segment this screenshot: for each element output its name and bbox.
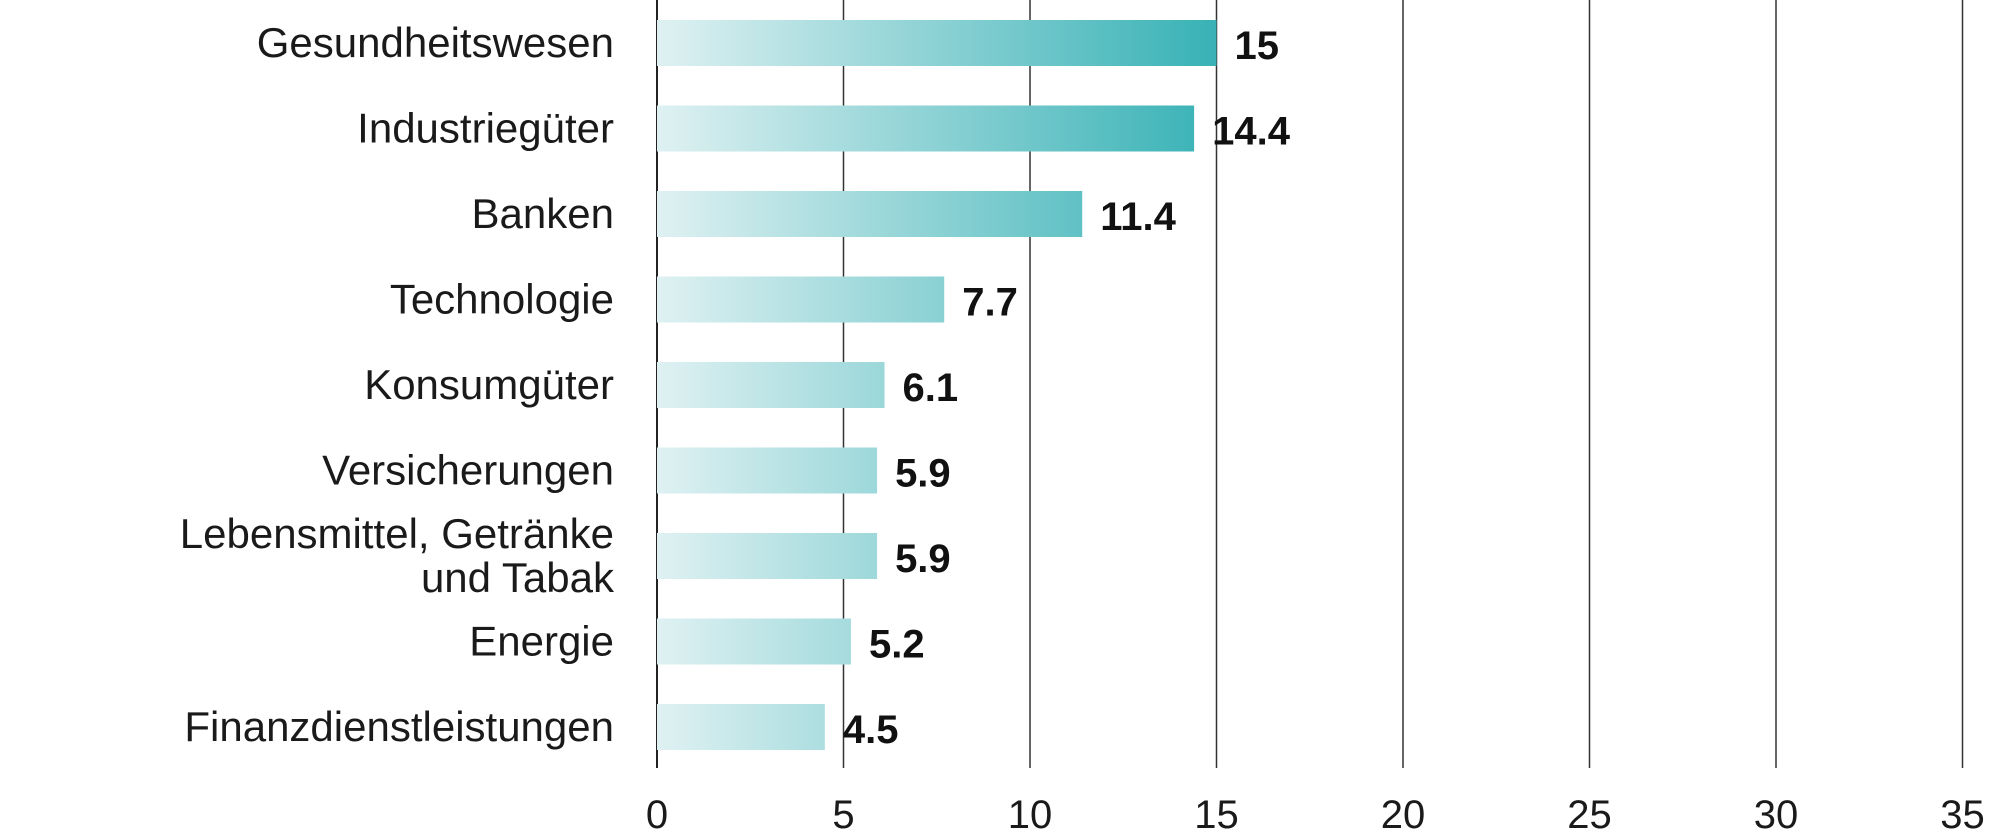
x-tick-label: 5 bbox=[832, 793, 854, 835]
value-label: 4.5 bbox=[843, 708, 899, 752]
value-label: 7.7 bbox=[962, 281, 1018, 325]
value-label: 15 bbox=[1235, 24, 1280, 68]
value-label: 5.9 bbox=[895, 452, 951, 496]
bar bbox=[657, 191, 1083, 237]
category-label: Versicherungen bbox=[322, 447, 614, 494]
category-label: Technologie bbox=[390, 276, 614, 323]
category-label: Industriegüter bbox=[357, 105, 614, 152]
x-tick-label: 0 bbox=[646, 793, 668, 835]
bar bbox=[657, 618, 851, 665]
x-tick-label: 25 bbox=[1567, 793, 1612, 835]
value-label: 5.2 bbox=[869, 623, 925, 667]
x-axis-ticks: 0 5 10 15 20 25 30 35 bbox=[646, 793, 1985, 835]
value-label: 14.4 bbox=[1212, 110, 1291, 154]
x-tick-label: 20 bbox=[1381, 793, 1426, 835]
category-label: Banken bbox=[472, 190, 614, 237]
value-label: 6.1 bbox=[903, 366, 959, 410]
bar bbox=[657, 105, 1195, 152]
x-tick-label: 35 bbox=[1940, 793, 1985, 835]
bar bbox=[657, 276, 945, 323]
x-tick-label: 15 bbox=[1194, 793, 1239, 835]
value-label: 11.4 bbox=[1100, 195, 1176, 239]
category-label: Lebensmittel, Getränke und Tabak bbox=[180, 510, 615, 601]
category-labels: Gesundheitswesen Industriegüter Banken Tech… bbox=[180, 19, 615, 750]
category-label: Konsumgüter bbox=[364, 361, 614, 408]
x-tick-label: 10 bbox=[1008, 793, 1053, 835]
x-tick-label: 30 bbox=[1754, 793, 1799, 835]
bar bbox=[657, 20, 1217, 66]
bars bbox=[657, 20, 1217, 750]
value-label: 5.9 bbox=[895, 537, 951, 581]
category-label: Finanzdienstleistungen bbox=[184, 703, 614, 750]
value-labels: 15 14.4 11.4 7.76.1 5.9 5.9 5.2 4.5 bbox=[843, 24, 1291, 752]
bar bbox=[657, 362, 885, 408]
category-label: Energie bbox=[469, 618, 614, 665]
category-label: Gesundheitswesen bbox=[257, 19, 614, 66]
bar bbox=[657, 704, 825, 750]
bar bbox=[657, 533, 878, 579]
bar bbox=[657, 447, 878, 494]
